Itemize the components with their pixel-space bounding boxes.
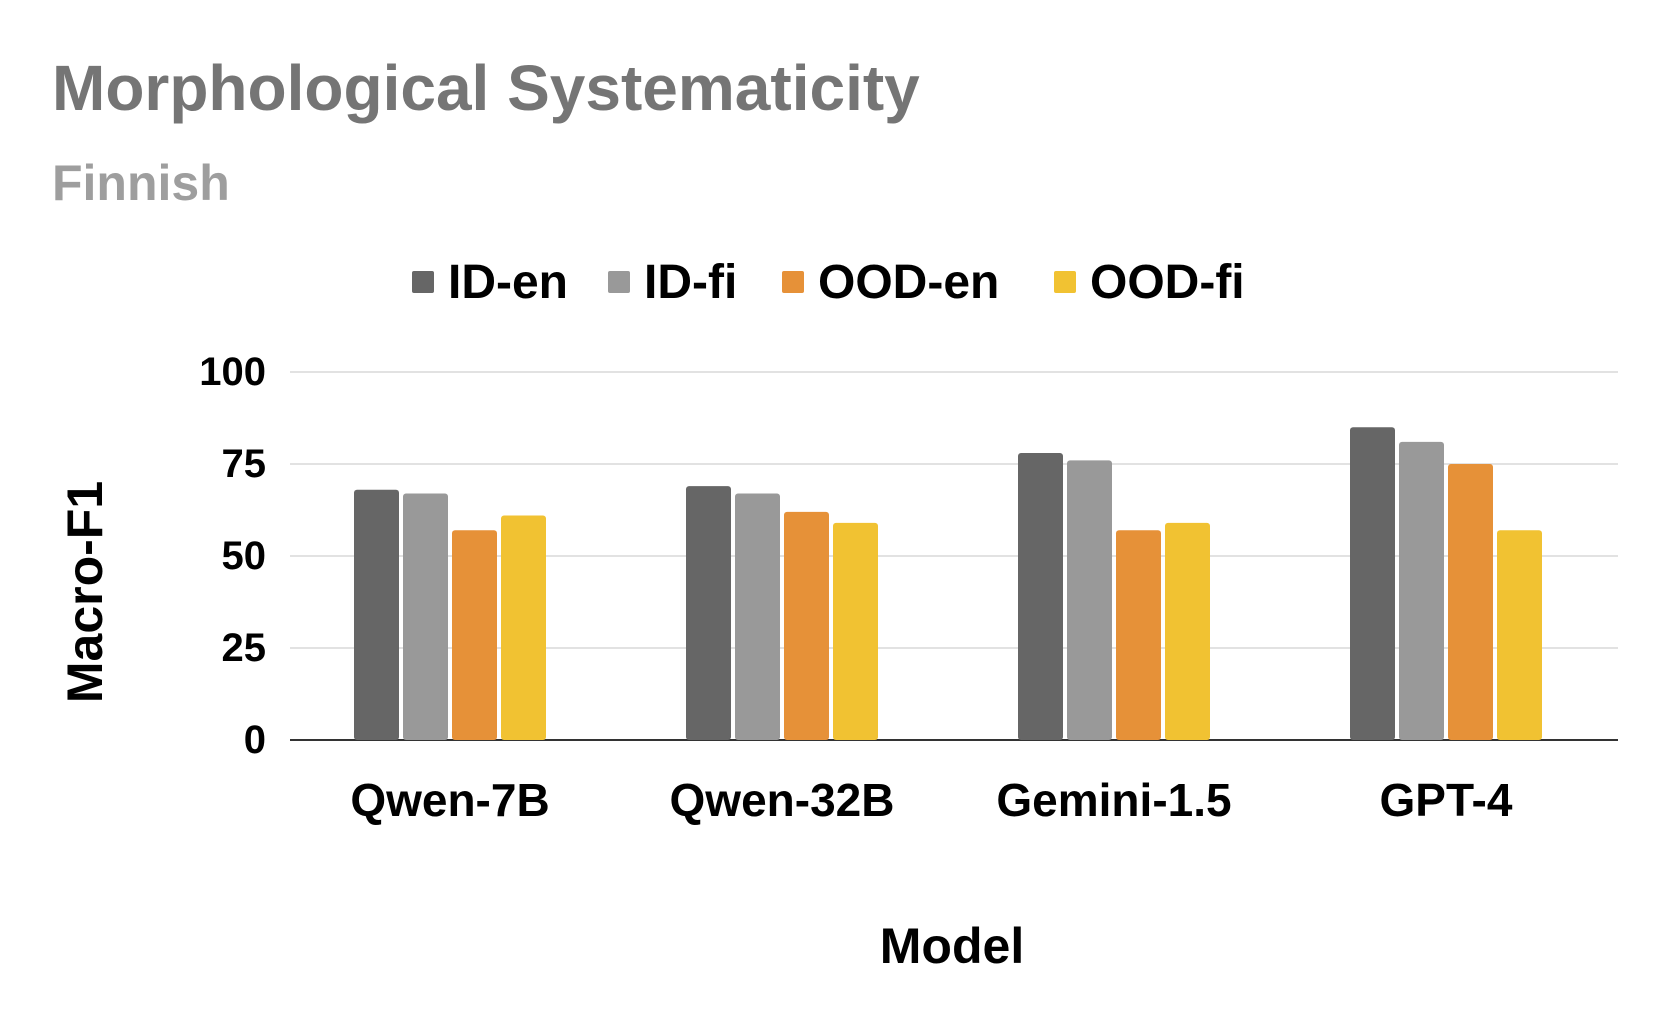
chart-subtitle: Finnish (52, 155, 230, 211)
legend-swatch-ood-fi (1054, 271, 1076, 293)
legend-label-ood-fi: OOD-fi (1090, 256, 1245, 309)
bar-ood-fi-qwen-32b (833, 522, 878, 740)
x-tick-label: Qwen-7B (350, 774, 549, 826)
bar-id-en-qwen-32b (686, 486, 731, 740)
y-tick-label: 100 (199, 350, 266, 394)
bar-id-en-gemini-1.5 (1018, 452, 1063, 740)
legend-swatch-ood-en (782, 271, 804, 293)
legend-swatch-id-fi (608, 271, 630, 293)
bar-id-en-qwen-7b (354, 489, 399, 740)
x-tick-label: Gemini-1.5 (996, 774, 1231, 826)
y-tick-label: 50 (222, 534, 267, 578)
legend: ID-en ID-fi OOD-en OOD-fi (412, 256, 1245, 309)
x-tick-label: GPT-4 (1380, 774, 1513, 826)
x-tick-label: Qwen-32B (670, 774, 895, 826)
legend-label-id-en: ID-en (448, 256, 568, 309)
y-tick-label: 75 (222, 442, 267, 486)
legend-label-id-fi: ID-fi (644, 256, 737, 309)
chart-title: Morphological Systematicity (52, 52, 920, 124)
bar-ood-fi-gemini-1.5 (1165, 522, 1210, 740)
legend-label-ood-en: OOD-en (818, 256, 999, 309)
x-axis-ticks: Qwen-7B Qwen-32B Gemini-1.5 GPT-4 (350, 774, 1513, 826)
y-axis-ticks: 0 25 50 75 100 (199, 350, 266, 762)
bar-id-fi-qwen-32b (735, 493, 780, 740)
bars (354, 427, 1542, 740)
y-tick-label: 0 (244, 718, 266, 762)
bar-id-fi-gpt-4 (1399, 441, 1444, 740)
bar-id-en-gpt-4 (1350, 427, 1395, 740)
legend-swatch-id-en (412, 271, 434, 293)
bar-id-fi-gemini-1.5 (1067, 460, 1112, 740)
bar-ood-en-qwen-7b (452, 530, 497, 740)
x-axis-label: Model (880, 918, 1024, 974)
bar-ood-en-gemini-1.5 (1116, 530, 1161, 740)
bar-ood-fi-qwen-7b (501, 515, 546, 740)
y-tick-label: 25 (222, 626, 267, 670)
y-axis-label: Macro-F1 (57, 481, 113, 703)
bar-ood-fi-gpt-4 (1497, 530, 1542, 740)
bar-ood-en-qwen-32b (784, 511, 829, 740)
bar-ood-en-gpt-4 (1448, 464, 1493, 740)
bar-id-fi-qwen-7b (403, 493, 448, 740)
